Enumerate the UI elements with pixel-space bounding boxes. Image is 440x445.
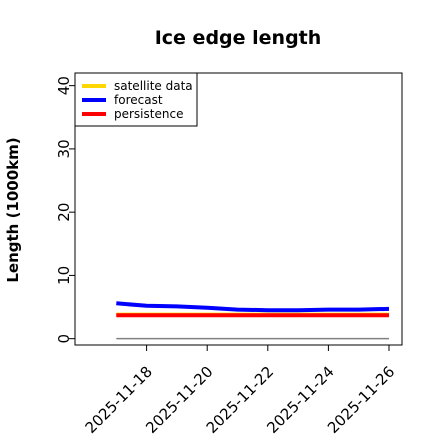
chart-title: Ice edge length (155, 27, 322, 49)
legend-label-persistence: persistence (114, 107, 183, 121)
y-tick-label-0: 0 (55, 334, 73, 344)
plot-frame (74, 72, 403, 346)
y-tick-label-30: 30 (55, 139, 73, 158)
y-tick-label-20: 20 (55, 203, 73, 222)
legend-label-forecast: forecast (114, 93, 163, 107)
plot-area: 0102030402025-11-182025-11-202025-11-222… (55, 72, 403, 437)
y-tick-label-10: 10 (55, 266, 73, 285)
series-line-forecast (116, 301, 390, 313)
y-tick-label-40: 40 (55, 76, 73, 95)
legend-label-satellite-data: satellite data (114, 79, 193, 93)
y-axis-label: Length (1000km) (4, 137, 22, 282)
